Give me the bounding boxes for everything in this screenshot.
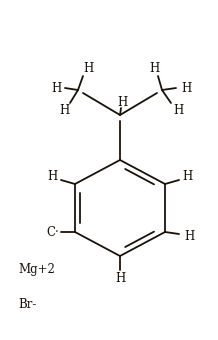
Text: Mg+2: Mg+2 (18, 264, 55, 276)
Text: H: H (181, 82, 191, 95)
Text: H: H (173, 103, 183, 117)
Text: H: H (48, 170, 58, 183)
Text: H: H (83, 62, 93, 74)
Text: H: H (117, 96, 127, 108)
Text: H: H (149, 62, 159, 74)
Text: Br-: Br- (18, 299, 36, 311)
Text: H: H (51, 82, 61, 95)
Text: C·: C· (47, 225, 59, 238)
Text: H: H (115, 272, 125, 285)
Text: H: H (59, 103, 69, 117)
Text: H: H (184, 230, 194, 242)
Text: H: H (182, 170, 192, 183)
